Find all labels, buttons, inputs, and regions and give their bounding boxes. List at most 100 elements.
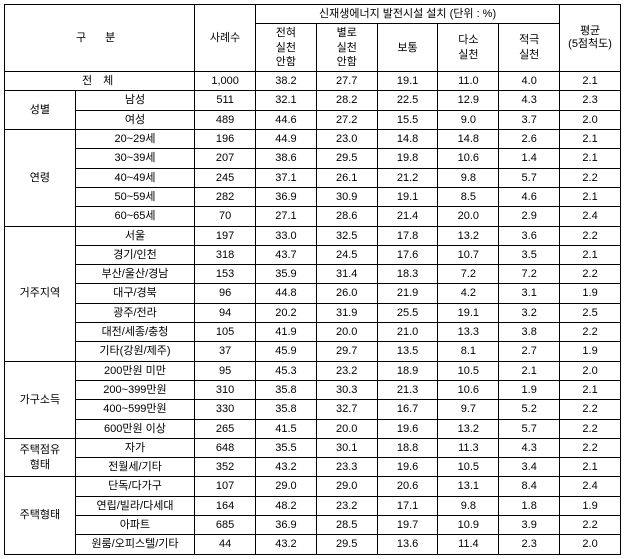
cell: 5.7	[499, 419, 560, 438]
table-row: 60~65세7027.128.621.420.02.92.4	[5, 207, 621, 226]
cell: 17.6	[377, 245, 438, 264]
cell: 10.5	[438, 361, 499, 380]
cell: 3.2	[499, 303, 560, 322]
cell: 10.9	[438, 516, 499, 535]
cell: 13.6	[377, 535, 438, 554]
category-cell: 주택점유형태	[5, 438, 76, 477]
cell: 31.9	[316, 303, 377, 322]
cell: 7.2	[438, 265, 499, 284]
cell: 32.1	[256, 91, 317, 110]
table-row: 연령20~29세19644.923.014.814.82.62.1	[5, 130, 621, 149]
cell: 1,000	[195, 72, 256, 91]
cell: 310	[195, 380, 256, 399]
cell: 아파트	[75, 516, 194, 535]
hdr-avg: 평균(5점척도)	[560, 5, 621, 72]
cell: 36.9	[256, 516, 317, 535]
cell: 2.2	[560, 323, 621, 342]
cell: 10.6	[438, 380, 499, 399]
cell: 200~399만원	[75, 380, 194, 399]
cell: 19.1	[377, 72, 438, 91]
cell: 10.6	[438, 149, 499, 168]
cell: 60~65세	[75, 207, 194, 226]
cell: 2.0	[560, 535, 621, 554]
cell: 8.5	[438, 187, 499, 206]
cell: 5.2	[499, 400, 560, 419]
cell: 27.7	[316, 72, 377, 91]
cell: 489	[195, 110, 256, 129]
cell: 21.4	[377, 207, 438, 226]
cell: 35.8	[256, 380, 317, 399]
cell: 2.2	[560, 438, 621, 457]
cell: 21.9	[377, 284, 438, 303]
table-row: 광주/전라9420.231.925.519.13.22.5	[5, 303, 621, 322]
cell: 2.1	[560, 380, 621, 399]
cell: 5.7	[499, 168, 560, 187]
cell: 1.4	[499, 149, 560, 168]
cell: 41.9	[256, 323, 317, 342]
cell: 41.5	[256, 419, 317, 438]
cell: 3.4	[499, 458, 560, 477]
cell: 26.1	[316, 168, 377, 187]
cell: 70	[195, 207, 256, 226]
cell: 19.7	[377, 516, 438, 535]
cell: 45.3	[256, 361, 317, 380]
cell: 28.2	[316, 91, 377, 110]
cell: 2.2	[560, 400, 621, 419]
cell: 27.1	[256, 207, 317, 226]
cell: 2.1	[560, 187, 621, 206]
cell: 원룸/오피스텔/기타	[75, 535, 194, 554]
cell: 10.7	[438, 245, 499, 264]
cell: 2.1	[499, 361, 560, 380]
cell: 352	[195, 458, 256, 477]
cell: 23.2	[316, 361, 377, 380]
cell: 265	[195, 419, 256, 438]
cell: 245	[195, 168, 256, 187]
cell: 196	[195, 130, 256, 149]
cell: 35.5	[256, 438, 317, 457]
cell: 14.8	[377, 130, 438, 149]
cell: 11.3	[438, 438, 499, 457]
table-body: 전 체1,00038.227.719.111.04.02.1성별남성51132.…	[5, 72, 621, 554]
cell: 35.9	[256, 265, 317, 284]
cell: 11.4	[438, 535, 499, 554]
table-row: 기타(강원/제주)3745.929.713.58.12.71.9	[5, 342, 621, 361]
cell: 207	[195, 149, 256, 168]
category-cell: 거주지역	[5, 226, 76, 361]
cell: 50~59세	[75, 187, 194, 206]
cell: 45.9	[256, 342, 317, 361]
cell: 9.8	[438, 168, 499, 187]
cell: 2.2	[560, 265, 621, 284]
cell: 4.6	[499, 187, 560, 206]
table-row: 40~49세24537.126.121.29.85.72.2	[5, 168, 621, 187]
cell: 2.3	[560, 91, 621, 110]
table-row: 여성48944.627.215.59.03.72.0	[5, 110, 621, 129]
cell: 13.5	[377, 342, 438, 361]
cell: 23.3	[316, 458, 377, 477]
cell: 20.0	[316, 323, 377, 342]
cell: 18.8	[377, 438, 438, 457]
cell: 31.4	[316, 265, 377, 284]
cell: 3.6	[499, 226, 560, 245]
cell: 전월세/기타	[75, 458, 194, 477]
cell: 1.9	[560, 342, 621, 361]
hdr-category: 구 분	[5, 5, 195, 72]
table-row: 부산/울산/경남15335.931.418.37.27.22.2	[5, 265, 621, 284]
cell: 19.1	[438, 303, 499, 322]
cell: 남성	[75, 91, 194, 110]
cell: 48.2	[256, 496, 317, 515]
table-row: 대구/경북9644.826.021.94.23.11.9	[5, 284, 621, 303]
cell: 자가	[75, 438, 194, 457]
cell: 7.2	[499, 265, 560, 284]
table-row: 성별남성51132.128.222.512.94.32.3	[5, 91, 621, 110]
cell: 4.2	[438, 284, 499, 303]
cell: 서울	[75, 226, 194, 245]
cell: 13.2	[438, 226, 499, 245]
cell: 96	[195, 284, 256, 303]
cell: 1.9	[499, 380, 560, 399]
cell: 단독/다가구	[75, 477, 194, 496]
cell: 23.0	[316, 130, 377, 149]
cell: 30.9	[316, 187, 377, 206]
cell: 2.1	[560, 245, 621, 264]
cell: 26.0	[316, 284, 377, 303]
cell: 21.3	[377, 380, 438, 399]
